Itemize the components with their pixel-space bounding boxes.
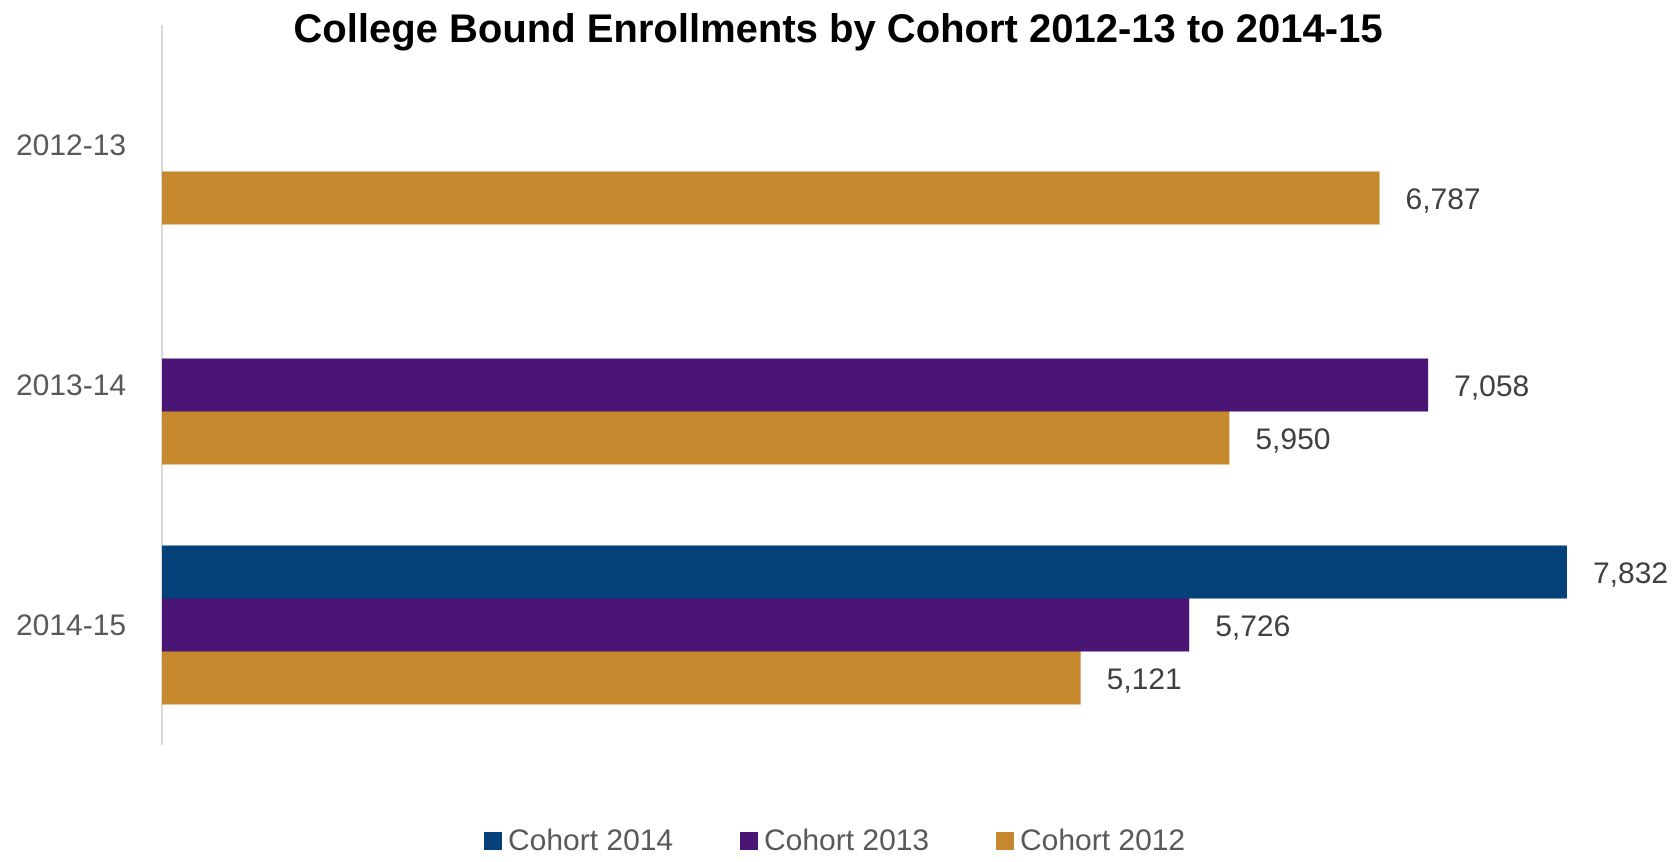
bar-cohort-2012-2014-15: [162, 651, 1081, 705]
legend-swatch-cohort-2012: [996, 832, 1014, 850]
category-label-2013-14: 2013-14: [16, 369, 126, 402]
chart-title: College Bound Enrollments by Cohort 2012…: [293, 7, 1382, 51]
category-label-2012-13: 2012-13: [16, 129, 126, 162]
legend-label-cohort-2014: Cohort 2014: [508, 824, 673, 857]
legend-swatch-cohort-2014: [484, 832, 502, 850]
data-label-cohort-2012-2013-14: 5,950: [1255, 423, 1330, 456]
bar-cohort-2013-2014-15: [162, 598, 1190, 652]
bar-cohort-2012-2012-13: [162, 171, 1380, 225]
data-label-cohort-2012-2014-15: 5,121: [1107, 663, 1182, 696]
bar-cohort-2013-2013-14: [162, 358, 1429, 412]
legend: Cohort 2014 Cohort 2013 Cohort 2012: [484, 824, 1185, 857]
plot-area: 2012-13 6,787 2013-14 7,058 5,950 2014-15 7,83…: [16, 25, 1668, 745]
bar-cohort-2014-2014-15: [162, 545, 1567, 599]
data-label-cohort-2013-2014-15: 5,726: [1215, 610, 1290, 643]
category-label-2014-15: 2014-15: [16, 609, 126, 642]
bar-cohort-2012-2013-14: [162, 411, 1230, 465]
data-label-cohort-2012-2012-13: 6,787: [1406, 183, 1481, 216]
legend-label-cohort-2013: Cohort 2013: [764, 824, 929, 857]
legend-label-cohort-2012: Cohort 2012: [1020, 824, 1185, 857]
legend-swatch-cohort-2013: [740, 832, 758, 850]
data-label-cohort-2013-2013-14: 7,058: [1454, 370, 1529, 403]
data-label-cohort-2014-2014-15: 7,832: [1593, 557, 1668, 590]
